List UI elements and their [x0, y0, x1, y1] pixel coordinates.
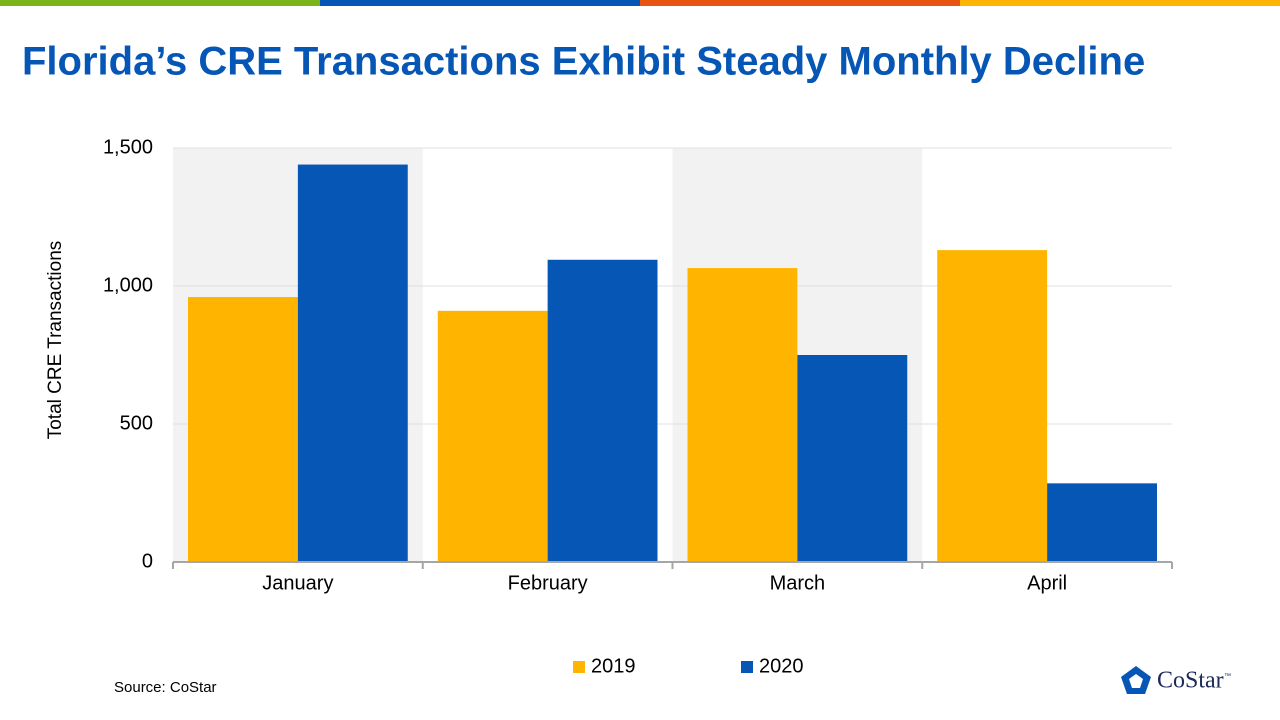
bar — [188, 297, 298, 562]
x-tick-label: February — [508, 572, 588, 594]
x-tick-label: April — [1027, 572, 1067, 594]
y-tick-label: 500 — [120, 412, 153, 434]
y-tick-label: 0 — [142, 550, 153, 572]
bar — [1047, 483, 1157, 562]
bar — [547, 259, 658, 562]
legend-swatch — [573, 661, 585, 673]
y-tick-label: 1,500 — [103, 136, 153, 158]
top-strip — [0, 0, 320, 6]
logo-mark: ™ — [1224, 673, 1231, 680]
logo: CoStar ™ — [1121, 666, 1231, 694]
y-tick-label: 1,000 — [103, 274, 153, 296]
y-axis-label: Total CRE Transactions — [45, 241, 66, 440]
legend-label: 2019 — [591, 655, 636, 677]
top-strip — [960, 0, 1280, 6]
logo-icon — [1129, 674, 1143, 688]
x-tick-label: January — [262, 572, 333, 594]
top-strip — [320, 0, 640, 6]
legend-swatch — [741, 661, 753, 673]
x-tick-label: March — [770, 572, 826, 594]
bar — [797, 355, 908, 562]
bar — [297, 164, 408, 562]
chart-title: Florida’s CRE Transactions Exhibit Stead… — [22, 40, 1145, 84]
bar — [687, 268, 798, 562]
bar — [437, 310, 548, 562]
legend-label: 2020 — [759, 655, 804, 677]
logo-text: CoStar — [1157, 668, 1224, 694]
source: Source: CoStar — [114, 679, 217, 696]
top-strip — [640, 0, 960, 6]
bar — [937, 250, 1048, 562]
